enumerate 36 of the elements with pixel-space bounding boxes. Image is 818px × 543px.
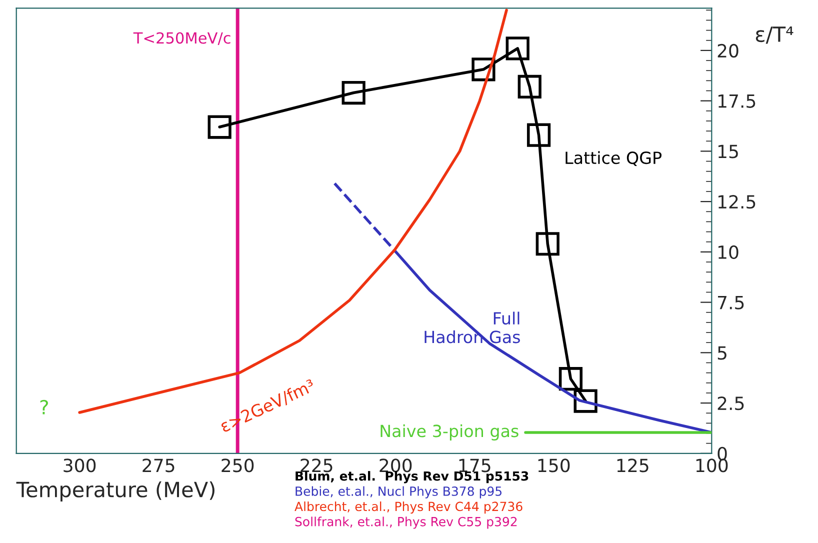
x-axis-title: Temperature (MeV) xyxy=(16,481,214,502)
point xyxy=(208,115,232,139)
series-label: Naive 3-pion gas xyxy=(380,424,518,441)
x-tick-label: 300 xyxy=(64,458,96,472)
x-tick-label: 150 xyxy=(538,458,570,472)
text: Albrecht, et.al., Phys Rev C44 p2736 xyxy=(294,501,522,514)
y-tick-label: 5 xyxy=(718,346,726,360)
y-tick-label: 15 xyxy=(718,144,738,158)
text: Bebie, et.al., Nucl Phys B378 p95 xyxy=(296,486,502,498)
text: Blum, et.al. Phys Rev D51 p5153 xyxy=(296,471,528,484)
x-tick-label: 200 xyxy=(380,458,412,472)
series-label: Lattice QGP xyxy=(566,151,662,166)
y-tick-label: 17.5 xyxy=(718,94,756,108)
y-tick-label: 10 xyxy=(718,245,738,260)
point xyxy=(536,232,560,256)
point xyxy=(518,74,542,99)
point xyxy=(574,389,598,413)
ref-line-label: T<250MeV/c xyxy=(133,32,230,45)
point xyxy=(342,80,366,105)
series-label: Full Hadron Gas xyxy=(424,312,520,344)
y-tick-label: 7.5 xyxy=(718,296,744,310)
y-tick-label: 2.5 xyxy=(718,396,744,410)
y-axis-title: ε/T⁴ xyxy=(756,26,794,44)
x-tick-label: 275 xyxy=(142,458,174,472)
text: Sollfrank, et.al., Phys Rev C55 p392 xyxy=(295,516,517,529)
y-tick-label: 20 xyxy=(718,44,738,58)
y-tick-label: 12.5 xyxy=(718,195,756,209)
x-tick-label: 225 xyxy=(300,458,332,472)
point xyxy=(506,36,530,60)
point xyxy=(526,123,551,147)
x-tick-label: 100 xyxy=(696,458,728,472)
point xyxy=(558,367,583,391)
x-tick-label: 175 xyxy=(459,458,490,472)
x-tick-label: 250 xyxy=(222,458,254,472)
x-tick-label: 125 xyxy=(617,458,648,472)
annotation: ? xyxy=(40,400,48,414)
